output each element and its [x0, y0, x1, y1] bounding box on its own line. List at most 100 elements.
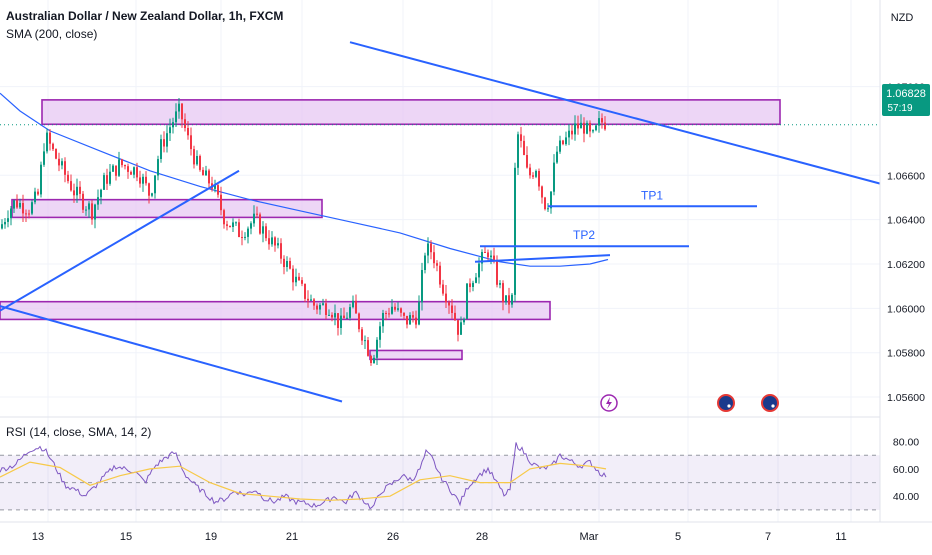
candle-body	[574, 123, 576, 135]
tp1-label: TP1	[641, 188, 663, 202]
bar-countdown: 57:19	[887, 103, 912, 114]
candle-body	[151, 193, 153, 196]
candle-body	[4, 222, 6, 225]
candle-body	[430, 243, 432, 253]
rsi-tick-label: 40.00	[893, 491, 919, 503]
time-tick-label: 26	[387, 531, 399, 543]
candle-body	[544, 197, 546, 210]
candle-body	[16, 200, 18, 208]
candle-body	[373, 357, 375, 363]
rsi-tick-label: 80.00	[893, 437, 919, 449]
candle-body	[58, 158, 60, 166]
candle-body	[457, 320, 459, 335]
candle-body	[334, 313, 336, 318]
candle-body	[208, 170, 210, 184]
candle-body	[85, 209, 87, 211]
candle-body	[358, 313, 360, 330]
candle-body	[310, 299, 312, 301]
rsi-legend[interactable]: RSI (14, close, SMA, 14, 2)	[6, 425, 152, 439]
candle-body	[577, 123, 579, 129]
candle-body	[112, 165, 114, 172]
candle-body	[379, 326, 381, 340]
candle-body	[439, 265, 441, 285]
candle-body	[298, 276, 300, 281]
candle-body	[559, 140, 561, 152]
candle-body	[190, 135, 192, 150]
candle-body	[475, 277, 477, 283]
sma-line-group	[0, 92, 609, 267]
candle-body	[307, 298, 309, 301]
candle-body	[109, 171, 111, 184]
candle-body	[469, 283, 471, 287]
candle-body	[43, 151, 45, 165]
candle-body	[451, 305, 453, 313]
candle-body	[463, 319, 465, 323]
candle-body	[547, 208, 549, 210]
candle-body	[472, 282, 474, 287]
candle-body	[568, 130, 570, 138]
candle-body	[52, 143, 54, 150]
candle-body	[142, 176, 144, 184]
sr-zone	[11, 198, 323, 219]
rsi-tick-label: 60.00	[893, 464, 919, 476]
candle-body	[322, 303, 324, 305]
candle-body	[178, 103, 180, 112]
candle-body	[193, 149, 195, 165]
sma-legend[interactable]: SMA (200, close)	[6, 27, 98, 41]
candle-body	[562, 140, 564, 145]
au-flag-star-icon	[771, 404, 775, 408]
candle-body	[601, 118, 603, 123]
candle-body	[220, 194, 222, 211]
candle-body	[331, 314, 333, 318]
candle-body	[517, 134, 519, 168]
candles	[1, 98, 606, 366]
candle-body	[466, 283, 468, 320]
candle-body	[505, 295, 507, 303]
candle-body	[337, 313, 339, 328]
candle-body	[133, 167, 135, 175]
au-flag-star-icon	[727, 404, 731, 408]
candle-body	[445, 293, 447, 303]
candle-body	[346, 317, 348, 319]
time-tick-label: 13	[32, 531, 44, 543]
candle-body	[304, 283, 306, 299]
candle-body	[553, 162, 555, 192]
price-tick-label: 1.06400	[887, 215, 925, 227]
price-tick-label: 1.05800	[887, 348, 925, 360]
event-markers[interactable]	[600, 394, 779, 412]
candle-body	[214, 185, 216, 189]
candle-body	[49, 132, 51, 144]
candle-body	[46, 132, 48, 152]
candle-body	[100, 189, 102, 198]
au-flag-event-icon[interactable]	[761, 394, 779, 412]
trendline	[349, 41, 883, 186]
candle-body	[427, 243, 429, 256]
price-tick-label: 1.06000	[887, 303, 925, 315]
candle-body	[103, 175, 105, 190]
candle-body	[316, 305, 318, 310]
candle-body	[406, 315, 408, 325]
trendline	[0, 305, 343, 403]
candle-body	[397, 308, 399, 310]
rsi-line	[0, 442, 607, 510]
candle-body	[139, 177, 141, 184]
candle-body	[175, 111, 177, 123]
candle-body	[403, 312, 405, 316]
candle-body	[409, 315, 411, 325]
sr-zone	[41, 99, 781, 126]
candle-body	[136, 167, 138, 178]
candle-body	[376, 339, 378, 358]
candle-body	[283, 258, 285, 267]
candle-body	[31, 202, 33, 214]
candle-body	[25, 213, 27, 215]
candle-body	[172, 122, 174, 128]
candle-body	[37, 191, 39, 195]
candle-body	[160, 139, 162, 159]
au-flag-event-icon[interactable]	[717, 394, 735, 412]
candle-body	[286, 261, 288, 267]
candle-body	[319, 304, 321, 310]
symbol-title[interactable]: Australian Dollar / New Zealand Dollar, …	[6, 9, 284, 23]
candle-body	[187, 128, 189, 136]
